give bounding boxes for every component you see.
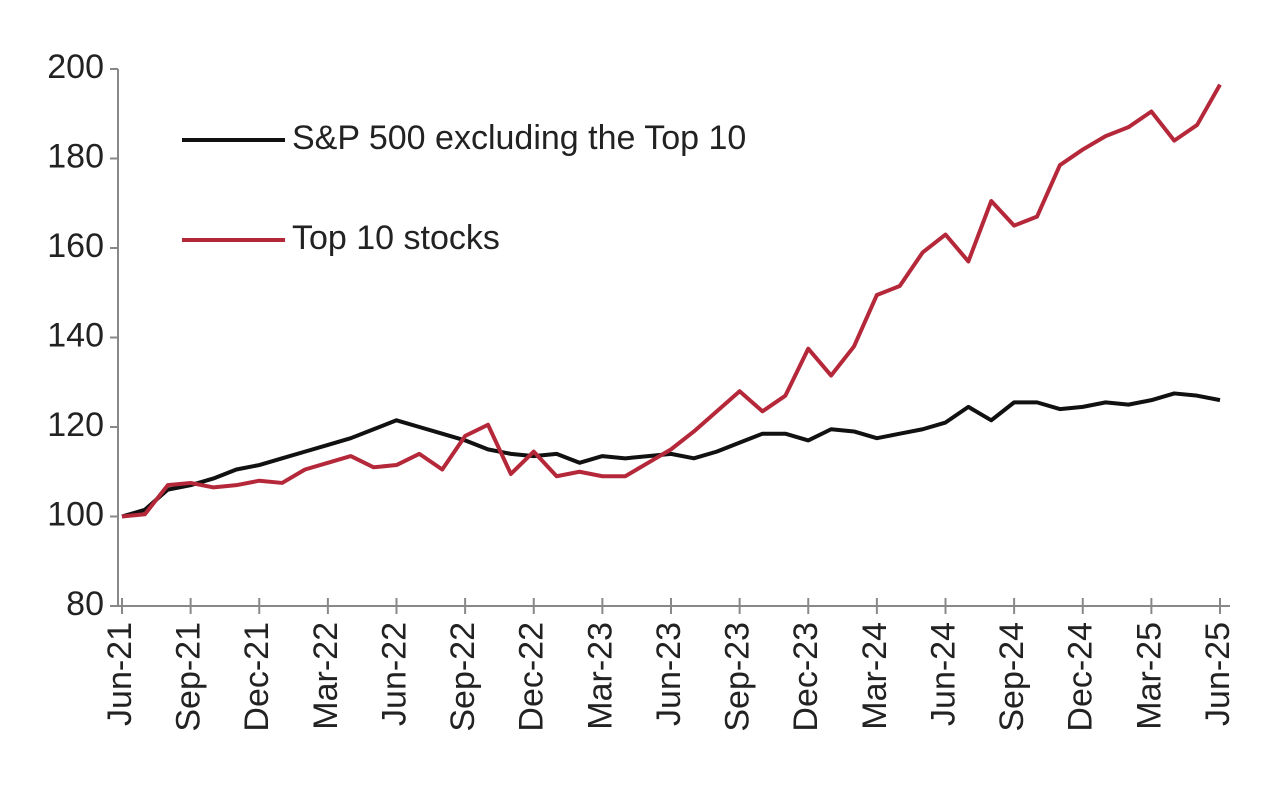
y-tick-label: 100 bbox=[47, 495, 104, 533]
x-tick-label: Sep-24 bbox=[993, 622, 1031, 732]
x-tick-label: Sep-21 bbox=[170, 622, 208, 732]
x-tick-label: Sep-22 bbox=[444, 622, 482, 732]
x-tick-label: Dec-23 bbox=[787, 622, 825, 732]
y-tick-label: 200 bbox=[47, 48, 104, 86]
x-tick-label: Sep-23 bbox=[719, 622, 757, 732]
y-tick-label: 120 bbox=[47, 406, 104, 444]
y-tick-label: 80 bbox=[66, 585, 104, 623]
x-tick-label: Mar-25 bbox=[1130, 622, 1168, 730]
x-tick-label: Jun-23 bbox=[650, 622, 688, 726]
x-tick-label: Mar-22 bbox=[307, 622, 345, 730]
x-tick-label: Jun-24 bbox=[924, 622, 962, 726]
x-tick-label: Jun-25 bbox=[1199, 622, 1237, 726]
legend-label: Top 10 stocks bbox=[292, 219, 500, 257]
legend-label: S&P 500 excluding the Top 10 bbox=[292, 119, 746, 157]
series-line bbox=[121, 391, 1221, 519]
y-tick-label: 180 bbox=[47, 137, 104, 175]
y-tick-label: 140 bbox=[47, 316, 104, 354]
x-tick-label: Dec-21 bbox=[238, 622, 276, 732]
x-tick-label: Dec-22 bbox=[513, 622, 551, 732]
x-tick-label: Jun-22 bbox=[375, 622, 413, 726]
y-tick-label: 160 bbox=[47, 227, 104, 265]
x-tick-label: Dec-24 bbox=[1062, 622, 1100, 732]
x-tick-label: Jun-21 bbox=[101, 622, 139, 726]
x-tick-label: Mar-23 bbox=[581, 622, 619, 730]
series-line bbox=[121, 83, 1222, 519]
x-tick-label: Mar-24 bbox=[856, 622, 894, 730]
